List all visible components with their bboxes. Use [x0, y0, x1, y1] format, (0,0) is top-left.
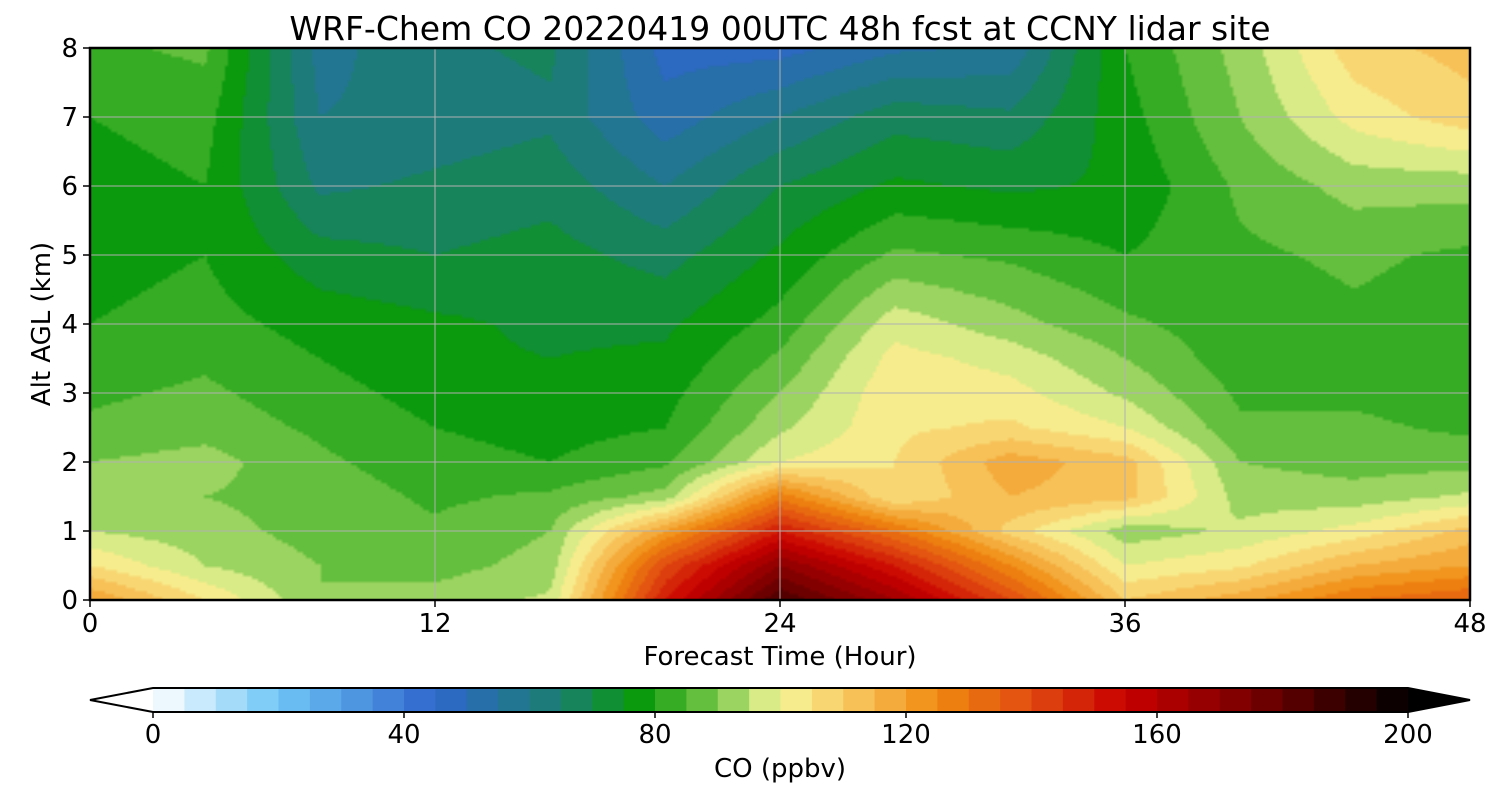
colorbar-level — [1031, 688, 1064, 712]
colorbar-extend-high — [1408, 688, 1470, 712]
colorbar-level — [247, 688, 280, 712]
colorbar-level — [623, 688, 656, 712]
colorbar-level — [560, 688, 593, 712]
colorbar-level — [592, 688, 625, 712]
colorbar-level — [1188, 688, 1221, 712]
colorbar-level — [1219, 688, 1252, 712]
y-tick-label: 6 — [61, 172, 78, 202]
colorbar-label: CO (ppbv) — [714, 754, 846, 784]
colorbar-level — [372, 688, 405, 712]
y-tick-label: 8 — [61, 34, 78, 64]
colorbar-level — [1094, 688, 1127, 712]
colorbar-level — [1282, 688, 1315, 712]
colorbar-level — [529, 688, 562, 712]
colorbar-level — [1000, 688, 1033, 712]
chart-title: WRF-Chem CO 20220419 00UTC 48h fcst at C… — [289, 9, 1270, 48]
colorbar-level — [717, 688, 750, 712]
x-axis-label: Forecast Time (Hour) — [643, 642, 916, 672]
colorbar-level — [937, 688, 970, 712]
y-axis-label: Alt AGL (km) — [27, 242, 57, 406]
colorbar-level — [1251, 688, 1284, 712]
colorbar-level — [498, 688, 531, 712]
colorbar-level — [278, 688, 311, 712]
colorbar-tick-label: 160 — [1132, 720, 1182, 750]
y-tick-label: 4 — [61, 310, 78, 340]
x-tick-label: 0 — [82, 609, 99, 639]
colorbar-level — [968, 688, 1001, 712]
colorbar-level — [1345, 688, 1378, 712]
y-tick-label: 2 — [61, 448, 78, 478]
colorbar-level — [811, 688, 844, 712]
colorbar-ticks: 0 40 80 120 160 200 — [145, 712, 1433, 750]
colorbar-level — [906, 688, 938, 712]
colorbar-level — [341, 688, 374, 712]
colorbar-tick-label: 200 — [1383, 720, 1433, 750]
colorbar-level — [215, 688, 248, 712]
x-tick-label: 36 — [1108, 609, 1141, 639]
colorbar-level — [309, 688, 342, 712]
colorbar-level — [686, 688, 719, 712]
y-tick-label: 7 — [61, 103, 78, 133]
y-tick-label: 5 — [61, 241, 78, 271]
colorbar-level — [1062, 688, 1095, 712]
colorbar-level — [466, 688, 499, 712]
y-tick-label: 1 — [61, 517, 78, 547]
colorbar-tick-label: 0 — [145, 720, 162, 750]
colorbar-tick-label: 40 — [387, 720, 420, 750]
colorbar-level — [874, 688, 907, 712]
colorbar-level — [435, 688, 468, 712]
colorbar-level — [1313, 688, 1346, 712]
colorbar — [89, 687, 1471, 713]
y-tick-label: 0 — [61, 586, 78, 616]
x-tick-label: 12 — [418, 609, 451, 639]
grid-lines — [90, 48, 1470, 600]
colorbar-level — [843, 688, 876, 712]
colorbar-extend-low — [90, 688, 153, 712]
x-tick-label: 24 — [763, 609, 796, 639]
colorbar-level — [749, 688, 782, 712]
colorbar-tick-label: 120 — [881, 720, 931, 750]
colorbar-tick-label: 80 — [638, 720, 671, 750]
x-axis: 0 12 24 36 48 — [82, 600, 1487, 639]
colorbar-level — [153, 688, 185, 712]
colorbar-level — [1157, 688, 1189, 712]
colorbar-level — [780, 688, 813, 712]
x-tick-label: 48 — [1453, 609, 1486, 639]
y-tick-label: 3 — [61, 379, 78, 409]
y-axis: 0 1 2 3 4 5 6 7 8 — [61, 34, 90, 616]
colorbar-level — [1125, 688, 1158, 712]
colorbar-level — [1376, 688, 1409, 712]
colorbar-level — [404, 688, 436, 712]
colorbar-level — [655, 688, 687, 712]
colorbar-level — [184, 688, 217, 712]
